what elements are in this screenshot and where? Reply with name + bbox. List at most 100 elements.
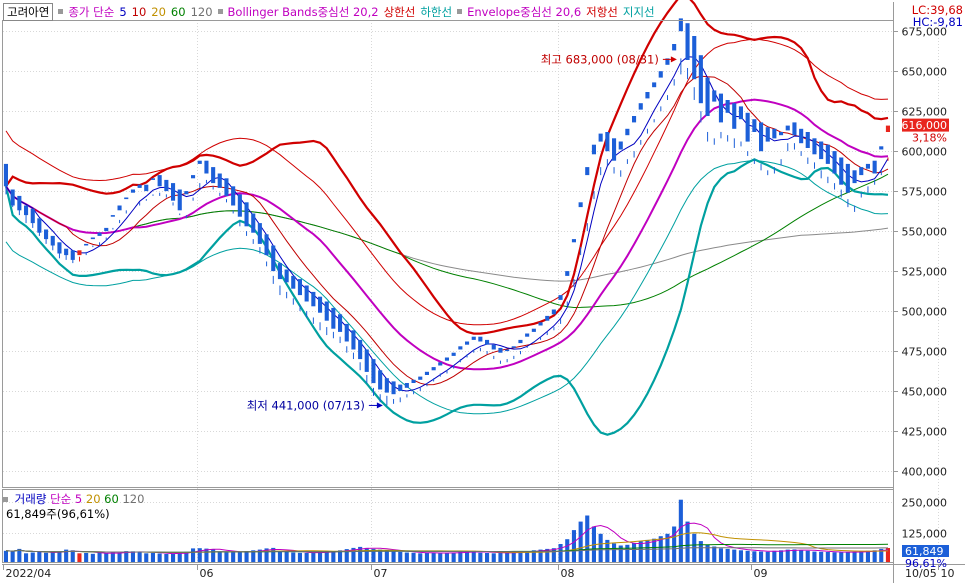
- volume-bar: [725, 548, 730, 563]
- x-tick-label: 06: [200, 567, 214, 580]
- envelope-resistance-line: [5, 38, 889, 326]
- y-tick-label: 675,000: [902, 26, 948, 39]
- volume-ma120: 120: [122, 492, 145, 506]
- candle-body: [17, 195, 22, 211]
- candle-body: [150, 178, 155, 180]
- volume-bar: [398, 552, 403, 563]
- volume-bar: [297, 552, 302, 563]
- volume-bar: [732, 549, 737, 563]
- x-tick-label: 09: [754, 567, 768, 580]
- volume-bar: [485, 553, 490, 563]
- candle-body: [872, 160, 877, 174]
- candle-body: [191, 175, 196, 179]
- ticker-name[interactable]: 고려아연: [3, 2, 54, 21]
- ma10-line: [5, 75, 889, 386]
- volume-bar: [338, 550, 343, 563]
- volume-bar: [44, 552, 49, 563]
- candle-body: [538, 322, 543, 326]
- candle-body: [137, 184, 142, 188]
- candle-body: [144, 184, 149, 192]
- y-tick-label: 475,000: [902, 346, 948, 359]
- volume-bar: [57, 551, 62, 563]
- candle-body: [799, 128, 804, 144]
- candle-body: [638, 103, 643, 110]
- volume-ma120-line: [5, 547, 888, 553]
- candle-body: [364, 349, 369, 372]
- volume-bar: [638, 541, 643, 563]
- candle-body: [511, 346, 516, 348]
- candle-body: [271, 245, 276, 272]
- volume-bar: [792, 549, 797, 563]
- candle-body: [839, 157, 844, 185]
- candle-body: [845, 163, 850, 193]
- volume-bar: [518, 551, 523, 563]
- volume-bar: [618, 545, 623, 563]
- volume-bar: [678, 499, 683, 563]
- volume-bar: [805, 550, 810, 563]
- candle-body: [311, 291, 316, 307]
- y-tick-label: 400,000: [902, 466, 948, 479]
- candle-body: [110, 215, 115, 217]
- volume-bar: [157, 553, 162, 563]
- candle-body: [244, 202, 249, 227]
- volume-bar: [404, 552, 409, 563]
- bollinger-middle-line: [5, 98, 889, 371]
- candle-body: [471, 336, 476, 340]
- candle-body: [865, 163, 870, 169]
- volume-bar: [224, 552, 229, 563]
- candle-body: [177, 189, 182, 211]
- volume-bar: [271, 547, 276, 563]
- volume-bar: [718, 548, 723, 563]
- volume-bar: [498, 553, 503, 563]
- volume-bar: [351, 547, 356, 563]
- x-tick-label: 2022/04: [6, 567, 52, 580]
- candle-body: [678, 18, 683, 32]
- volume-bar: [839, 552, 844, 563]
- candle-body: [411, 379, 416, 383]
- x-tick-label-last: 10/05: [905, 567, 937, 580]
- candle-body: [718, 93, 723, 123]
- volume-bar: [17, 548, 22, 563]
- y-tick-label: 500,000: [902, 306, 948, 319]
- price-grid: [3, 20, 939, 563]
- candle-body: [759, 122, 764, 152]
- candle-body: [658, 71, 663, 78]
- candle-body: [37, 218, 42, 233]
- volume-bar: [24, 553, 29, 563]
- volume-bar: [391, 551, 396, 563]
- bollinger-upper-line: [5, 0, 889, 335]
- current-volume-label: 61,849: [905, 545, 944, 558]
- low-annotation: 최저 441,000 (07/13): [247, 398, 365, 412]
- volume-bar: [10, 551, 15, 563]
- candle-body: [712, 90, 717, 102]
- volume-bar: [137, 551, 142, 563]
- legend-ma5: 5: [119, 4, 127, 19]
- volume-bar: [478, 552, 483, 563]
- y-tick-label: 425,000: [902, 426, 948, 439]
- candle-body: [117, 205, 122, 211]
- volume-bar: [545, 548, 550, 563]
- ma60-line: [5, 173, 889, 309]
- candle-body: [257, 223, 262, 244]
- volume-bar: [612, 543, 617, 563]
- candle-body: [90, 237, 95, 240]
- legend-envelope: Envelope중심선 20,6: [467, 4, 582, 19]
- candle-body: [251, 213, 256, 233]
- candle-body: [331, 307, 336, 329]
- volume-bar: [865, 550, 870, 563]
- volume-bar: [77, 553, 82, 563]
- candle-body: [224, 178, 229, 196]
- volume-bar: [538, 549, 543, 563]
- volume-bar: [458, 552, 463, 563]
- candle-body: [84, 243, 89, 246]
- candle-body: [779, 132, 784, 136]
- volume-bar: [50, 552, 55, 563]
- volume-bar: [431, 552, 436, 563]
- bollinger-lower-line: [4, 158, 889, 436]
- legend-bb-upper: 상한선: [383, 4, 416, 19]
- volume-bar: [331, 551, 336, 563]
- candle-body: [625, 128, 630, 136]
- legend-bb-lower: 하한선: [420, 4, 453, 19]
- candle-body: [184, 191, 189, 195]
- volume-bar: [451, 552, 456, 563]
